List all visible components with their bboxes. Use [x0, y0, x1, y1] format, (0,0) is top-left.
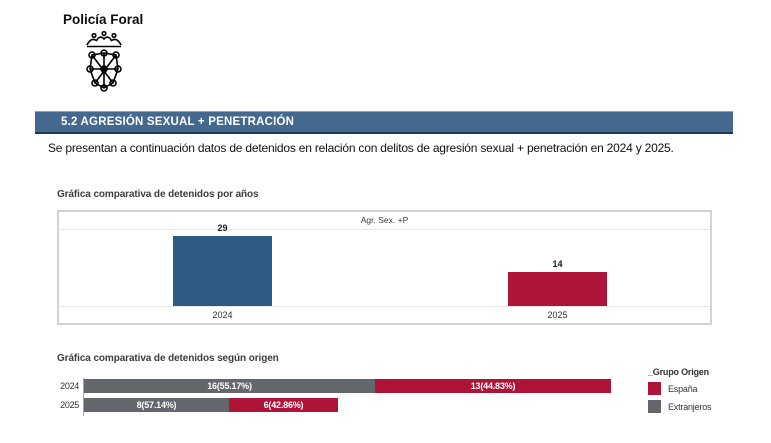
legend-label-extranjeros: Extranjeros — [668, 401, 712, 412]
legend-label-espana: España — [668, 383, 698, 394]
intro-text: Se presentan a continuación datos de det… — [48, 141, 674, 155]
chart1-title: Gráfica comparativa de detenidos por año… — [57, 189, 259, 200]
legend-swatch-espana-icon — [648, 382, 661, 395]
chart1-plot-area: 29 14 — [59, 223, 710, 306]
segment-2025-extranjeros: 8(57.14%) — [84, 398, 229, 412]
x-label-2025: 2025 — [547, 310, 568, 320]
policia-foral-logo-title: Policía Foral — [63, 12, 144, 27]
legend-entry-extranjeros: Extranjeros — [648, 400, 763, 413]
chart-detainees-by-origin: 2024 16(55.17%) 13(44.83%) 2025 8(57.14%… — [57, 376, 717, 418]
chart-detainees-by-year: Agr. Sex. +P 29 14 2024 2025 — [57, 210, 712, 325]
y-label-2024: 2024 — [60, 381, 79, 391]
bar-2025: 14 — [508, 259, 607, 306]
section-header-title: 5.2 AGRESIÓN SEXUAL + PENETRACIÓN — [61, 116, 295, 128]
segment-2025-espana: 6(42.86%) — [229, 398, 338, 412]
chart1-x-axis: 2024 2025 — [59, 306, 710, 323]
segment-2024-espana: 13(44.83%) — [375, 379, 611, 393]
bar-2024: 29 — [173, 223, 272, 306]
navarre-coat-of-arms-icon — [86, 30, 122, 92]
bar-2024-value: 29 — [217, 223, 228, 233]
chart1-panel-label: Agr. Sex. +P — [59, 212, 710, 230]
chart2-title: Gráfica comparativa de detenidos según o… — [57, 353, 279, 364]
x-label-2024: 2024 — [212, 310, 233, 320]
legend-title: _Grupo Origen — [648, 367, 709, 377]
legend-swatch-extranjeros-icon — [648, 400, 661, 413]
section-header: 5.2 AGRESIÓN SEXUAL + PENETRACIÓN — [35, 111, 733, 134]
segment-2024-extranjeros: 16(55.17%) — [84, 379, 375, 393]
legend-entry-espana: España — [648, 382, 763, 395]
legend-grupo-origen: _Grupo Origen España Extranjeros — [648, 367, 763, 418]
y-label-2025: 2025 — [60, 400, 79, 410]
stacked-bar-row-2024: 2024 16(55.17%) 13(44.83%) — [57, 379, 611, 393]
stacked-bar-row-2025: 2025 8(57.14%) 6(42.86%) — [57, 398, 338, 412]
chart2-axis-line — [83, 378, 84, 416]
bar-2025-value: 14 — [552, 259, 563, 269]
